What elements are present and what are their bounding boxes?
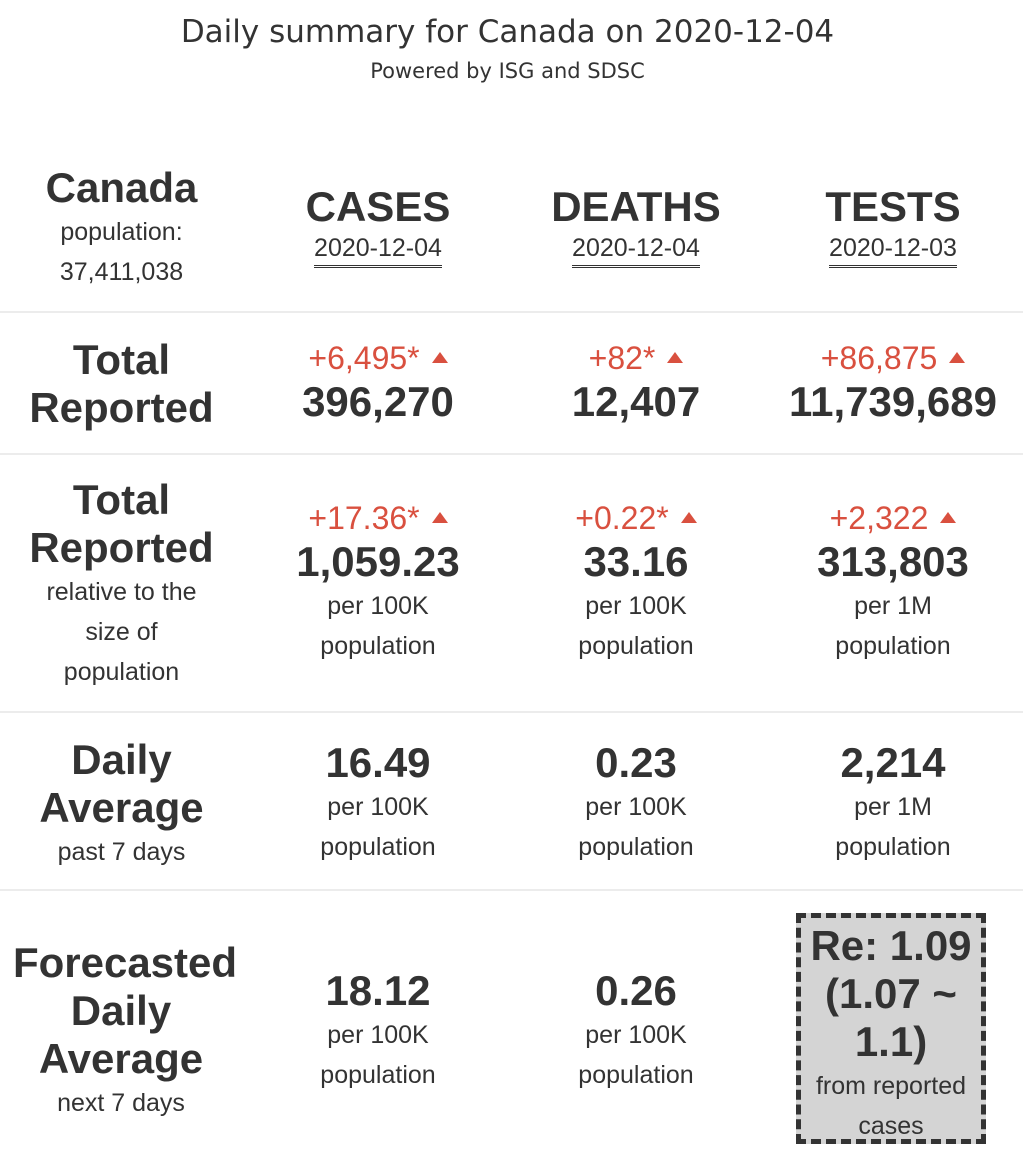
row-sublabel: past 7 days [57, 838, 186, 866]
total-deaths-cell: +82* 12,407 [508, 338, 764, 426]
triangle-up-icon [940, 512, 957, 524]
unit-label: population [320, 1061, 436, 1089]
re-note: cases [858, 1112, 924, 1140]
reproduction-number-box: Re: 1.09 (1.07 ~ 1.1) from reported case… [796, 913, 986, 1144]
region-header: Canada population: 37,411,038 [0, 164, 243, 292]
row-divider [0, 311, 1023, 313]
unit-label: population [578, 833, 694, 861]
row-sublabel: next 7 days [57, 1089, 185, 1117]
daily-deaths-cell: 0.23 per 100K population [508, 739, 764, 867]
row-label-line: Reported [29, 384, 214, 431]
row-label-relative: Total Reported relative to the size of p… [0, 476, 243, 692]
total-cases-cell: +6,495* 396,270 [250, 338, 506, 426]
unit-label: population [320, 632, 436, 660]
row-label-line: Average [39, 784, 204, 831]
relative-deaths-cell: +0.22* 33.16 per 100K population [508, 498, 764, 666]
population-value: 37,411,038 [59, 258, 184, 286]
row-sublabel: relative to the [46, 578, 197, 606]
row-divider [0, 711, 1023, 713]
relative-value: 1,059.23 [296, 538, 460, 585]
delta-value: +17.36* [250, 498, 506, 538]
daily-value: 0.23 [595, 739, 677, 786]
unit-label: population [578, 632, 694, 660]
total-value: 11,739,689 [789, 378, 997, 425]
triangle-up-icon [431, 512, 448, 524]
unit-label: per 1M [854, 592, 932, 620]
relative-cases-cell: +17.36* 1,059.23 per 100K population [250, 498, 506, 666]
unit-label: per 100K [585, 592, 687, 620]
column-header-cases: CASES 2020-12-04 [250, 183, 506, 268]
daily-tests-cell: 2,214 per 1M population [765, 739, 1021, 867]
unit-label: population [835, 632, 951, 660]
relative-value: 313,803 [817, 538, 969, 585]
row-divider [0, 889, 1023, 891]
unit-label: population [835, 833, 951, 861]
triangle-up-icon [667, 352, 684, 364]
delta-value: +86,875 [765, 338, 1021, 378]
forecast-value: 0.26 [595, 967, 677, 1014]
row-label-line: Average [38, 1035, 204, 1082]
column-title: TESTS [825, 183, 961, 230]
row-label-line: Reported [29, 524, 214, 571]
delta-text: +6,495* [308, 340, 420, 376]
row-label-line: Forecasted [12, 939, 238, 986]
row-label-line: Total [72, 476, 171, 523]
row-label-line: Daily [71, 736, 172, 783]
re-range: 1.1) [854, 1018, 928, 1065]
delta-value: +82* [508, 338, 764, 378]
delta-text: +86,875 [820, 340, 938, 376]
daily-value: 16.49 [325, 739, 431, 786]
column-date: 2020-12-04 [572, 231, 700, 268]
delta-text: +0.22* [575, 500, 669, 536]
unit-label: per 100K [327, 793, 429, 821]
row-sublabel: population [63, 658, 180, 686]
triangle-up-icon [431, 352, 448, 364]
forecast-deaths-cell: 0.26 per 100K population [508, 967, 764, 1095]
column-date: 2020-12-03 [829, 231, 957, 268]
delta-value: +6,495* [250, 338, 506, 378]
column-date: 2020-12-04 [314, 231, 442, 268]
re-range: (1.07 ~ [825, 970, 957, 1017]
delta-text: +82* [588, 340, 656, 376]
delta-text: +2,322 [829, 500, 929, 536]
triangle-up-icon [680, 512, 697, 524]
delta-value: +2,322 [765, 498, 1021, 538]
daily-value: 2,214 [840, 739, 946, 786]
daily-cases-cell: 16.49 per 100K population [250, 739, 506, 867]
unit-label: population [320, 833, 436, 861]
total-value: 12,407 [571, 378, 701, 425]
total-value: 396,270 [302, 378, 454, 425]
re-value: Re: 1.09 [810, 922, 972, 969]
re-note: from reported [815, 1072, 967, 1100]
forecast-cases-cell: 18.12 per 100K population [250, 967, 506, 1095]
column-header-tests: TESTS 2020-12-03 [765, 183, 1021, 268]
row-label-line: Daily [70, 987, 172, 1034]
unit-label: per 1M [854, 793, 932, 821]
row-label-total: Total Reported [0, 336, 243, 432]
unit-label: per 100K [585, 1021, 687, 1049]
unit-label: per 100K [327, 592, 429, 620]
relative-tests-cell: +2,322 313,803 per 1M population [765, 498, 1021, 666]
delta-value: +0.22* [508, 498, 764, 538]
page-subtitle: Powered by ISG and SDSC [370, 59, 645, 83]
row-label-daily: Daily Average past 7 days [0, 736, 243, 872]
forecast-value: 18.12 [325, 967, 431, 1014]
row-label-line: Total [72, 336, 171, 383]
region-name: Canada [45, 164, 198, 211]
column-header-deaths: DEATHS 2020-12-04 [508, 183, 764, 268]
row-divider [0, 453, 1023, 455]
total-tests-cell: +86,875 11,739,689 [765, 338, 1021, 426]
row-sublabel: size of [85, 618, 158, 646]
page-title: Daily summary for Canada on 2020-12-04 [180, 14, 835, 50]
unit-label: per 100K [585, 793, 687, 821]
column-title: CASES [305, 183, 451, 230]
triangle-up-icon [949, 352, 966, 364]
delta-text: +17.36* [308, 500, 420, 536]
population-label: population: [60, 218, 183, 246]
column-title: DEATHS [551, 183, 721, 230]
unit-label: per 100K [327, 1021, 429, 1049]
row-label-forecast: Forecasted Daily Average next 7 days [0, 939, 250, 1123]
unit-label: population [578, 1061, 694, 1089]
relative-value: 33.16 [583, 538, 689, 585]
